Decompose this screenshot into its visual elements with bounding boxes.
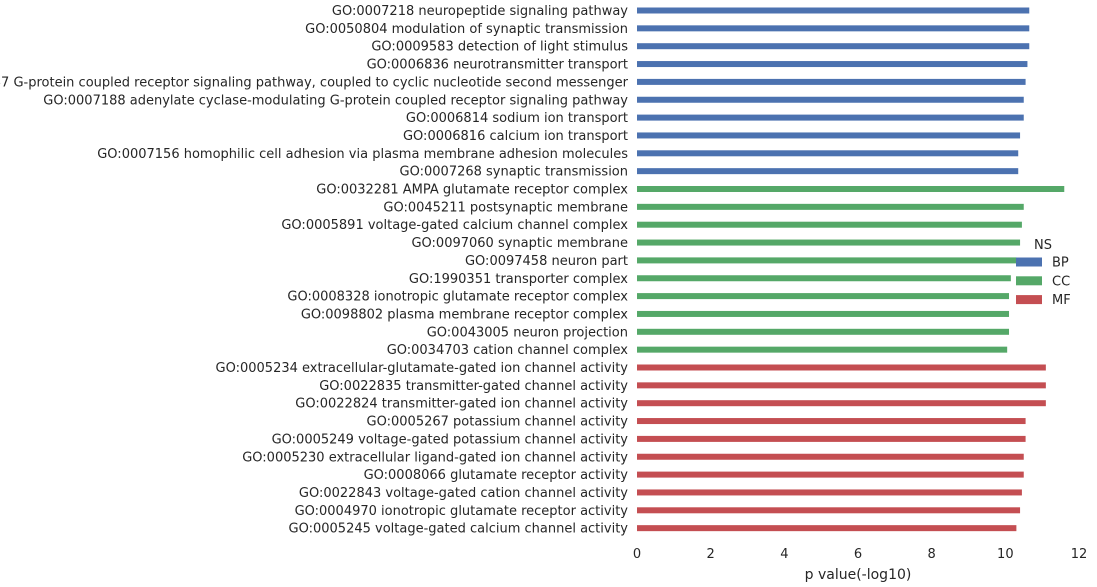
category-label: GO:0022843 voltage-gated cation channel …: [299, 486, 628, 501]
bar-cc: [637, 221, 1022, 228]
bar-cc: [637, 203, 1024, 210]
category-label: GO:0045211 postsynaptic membrane: [383, 200, 628, 215]
x-tick-label: 0: [633, 547, 641, 562]
category-label: GO:0004970 ionotropic glutamate receptor…: [295, 504, 629, 519]
bar-bp: [637, 150, 1019, 157]
bar-bp: [637, 114, 1024, 121]
x-tick-label: 8: [928, 547, 936, 562]
bar-mf: [637, 453, 1024, 460]
bar-bp: [637, 168, 1019, 175]
category-label: GO:0005267 potassium channel activity: [367, 415, 629, 430]
bar-bp: [637, 7, 1030, 14]
bar-bp: [637, 43, 1030, 50]
category-label: GO:0034703 cation channel complex: [387, 343, 629, 358]
x-tick-label: 4: [780, 547, 788, 562]
category-label: GO:0097060 synaptic membrane: [411, 236, 628, 251]
bar-mf: [637, 364, 1046, 371]
category-label: GO:0007188 adenylate cyclase-modulating …: [43, 93, 628, 108]
category-label: GO:0022835 transmitter-gated channel act…: [319, 379, 628, 394]
bar-bp: [637, 132, 1021, 139]
bar-mf: [637, 418, 1026, 425]
bars-group: [637, 7, 1065, 532]
legend-swatch-bp: [1016, 257, 1042, 267]
x-axis-label: p value(-log10): [805, 567, 912, 583]
bar-mf: [637, 525, 1017, 532]
category-label: GO:0097458 neuron part: [465, 254, 628, 269]
legend-label-cc: CC: [1052, 274, 1070, 289]
legend-label-bp: BP: [1052, 256, 1069, 271]
category-label: GO:0007268 synaptic transmission: [400, 165, 628, 180]
category-label: GO:0098802 plasma membrane receptor comp…: [301, 307, 628, 322]
bar-cc: [637, 346, 1008, 353]
bar-cc: [637, 239, 1021, 246]
category-label: GO:0032281 AMPA glutamate receptor compl…: [316, 183, 628, 198]
bar-mf: [637, 435, 1026, 442]
x-tick-label: 6: [854, 547, 862, 562]
bar-cc: [637, 186, 1065, 192]
bar-bp: [637, 25, 1030, 32]
x-tick-label: 12: [1071, 547, 1088, 562]
category-label: GO:0043005 neuron projection: [427, 325, 628, 340]
bar-cc: [637, 275, 1011, 282]
bar-bp: [637, 78, 1026, 85]
legend-label-mf: MF: [1052, 293, 1071, 308]
category-label: GO:0006814 sodium ion transport: [406, 111, 628, 126]
category-label: GO:1990351 transporter complex: [409, 272, 628, 287]
legend-title: NS: [1034, 238, 1052, 253]
category-label: GO:0007218 neuropeptide signaling pathwa…: [332, 4, 628, 19]
category-label: GO:0050804 modulation of synaptic transm…: [305, 22, 628, 37]
bar-mf: [637, 471, 1024, 478]
bar-mf: [637, 382, 1046, 389]
category-label: GO:0006816 calcium ion transport: [403, 129, 628, 144]
bar-cc: [637, 257, 1017, 264]
category-label: GO:0005891 voltage-gated calcium channel…: [281, 218, 628, 233]
bar-mf: [637, 507, 1021, 514]
legend-swatch-mf: [1016, 295, 1042, 305]
category-label: GO:0005245 voltage-gated calcium channel…: [289, 522, 629, 537]
category-label: GO:0009583 detection of light stimulus: [371, 40, 628, 55]
category-label: GO:0022824 transmitter-gated ion channel…: [295, 397, 628, 412]
bar-cc: [637, 328, 1010, 335]
bar-bp: [637, 96, 1024, 103]
category-labels-group: GO:0007218 neuropeptide signaling pathwa…: [0, 4, 629, 537]
category-label: GO:0008328 ionotropic glutamate receptor…: [287, 290, 628, 305]
category-label: GO:0007187 G-protein coupled receptor si…: [0, 75, 629, 90]
legend-swatch-cc: [1016, 276, 1042, 286]
category-label: GO:0005249 voltage-gated potassium chann…: [272, 432, 629, 447]
category-label: GO:0005230 extracellular ligand-gated io…: [242, 450, 628, 465]
bar-mf: [637, 489, 1022, 496]
bar-mf: [637, 400, 1046, 407]
category-label: GO:0007156 homophilic cell adhesion via …: [97, 147, 628, 162]
bar-bp: [637, 61, 1028, 68]
category-label: GO:0008066 glutamate receptor activity: [364, 468, 629, 483]
category-label: GO:0006836 neurotransmitter transport: [367, 58, 628, 73]
bar-cc: [637, 310, 1010, 317]
x-tick-label: 2: [707, 547, 715, 562]
bar-cc: [637, 293, 1010, 300]
category-label: GO:0005234 extracellular-glutamate-gated…: [216, 361, 629, 376]
x-tick-label: 10: [997, 547, 1014, 562]
x-tick-labels-group: 0 2 4 6 8 10 12: [633, 547, 1087, 562]
